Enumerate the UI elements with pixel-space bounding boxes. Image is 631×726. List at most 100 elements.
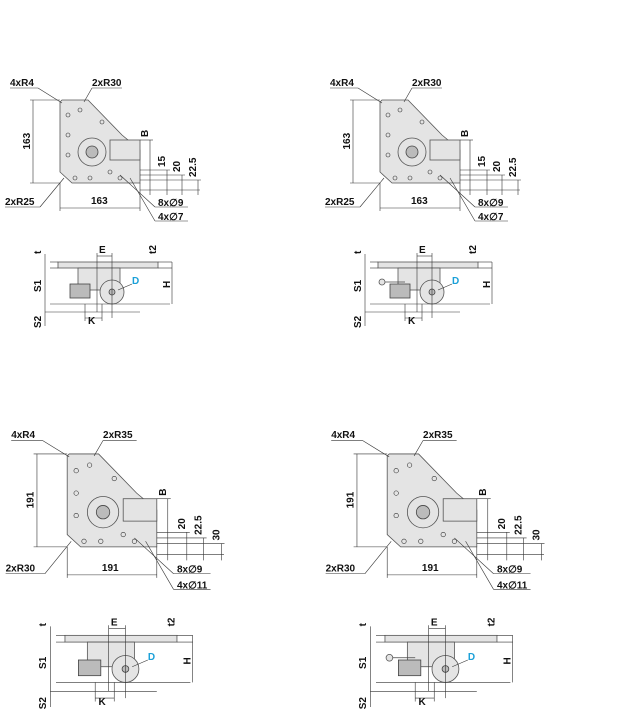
- mount-hole: [385, 132, 391, 138]
- mount-hole: [65, 152, 71, 158]
- mount-hole: [407, 462, 413, 468]
- dimension-label: 30: [532, 529, 543, 541]
- wheel-axle: [95, 505, 111, 520]
- dimension-label: 8x∅9: [478, 198, 504, 209]
- dimension-label: 20: [177, 518, 188, 530]
- dimension-label: 163: [91, 196, 108, 207]
- mount-hole: [81, 538, 87, 544]
- lower-block: [389, 283, 411, 299]
- dimension-label: S2: [38, 697, 49, 710]
- dimension-label: H: [162, 281, 173, 288]
- mount-hole: [72, 175, 78, 181]
- bracket: [122, 498, 158, 522]
- dimension-label: E: [419, 245, 426, 256]
- line: [437, 283, 453, 291]
- dimension-label: 4xR4: [10, 78, 34, 89]
- line: [83, 87, 93, 103]
- line: [403, 87, 413, 103]
- mount-hole: [392, 175, 398, 181]
- mount-hole: [393, 512, 399, 519]
- top-plate: [57, 261, 159, 269]
- dimension-label: B: [478, 488, 489, 495]
- dimension-label: D: [468, 652, 475, 663]
- wheel-axle: [85, 145, 99, 159]
- lower-block: [69, 283, 91, 299]
- mount-hole: [73, 468, 79, 474]
- dimension-label: B: [140, 130, 151, 137]
- dimension-label: 163: [342, 132, 353, 149]
- dimension-label: S1: [33, 279, 44, 292]
- dimension-label: E: [111, 617, 118, 628]
- dimension-label: 2xR25: [5, 197, 35, 208]
- line: [145, 541, 174, 590]
- wheel-axle: [415, 505, 431, 520]
- lower-block: [398, 659, 422, 677]
- mount-hole: [407, 175, 413, 181]
- dimension-label: 20: [497, 518, 508, 530]
- line: [362, 440, 390, 458]
- mount-hole: [397, 107, 403, 113]
- dimension-label: 2xR30: [92, 78, 122, 89]
- mount-hole: [73, 512, 79, 519]
- dimension-label: 15: [477, 155, 488, 167]
- line: [44, 541, 72, 574]
- bracket: [442, 498, 478, 522]
- dimension-label: t2: [167, 617, 178, 626]
- dimension-label: 4x∅7: [478, 212, 504, 223]
- dimension-label: 4x∅11: [177, 580, 208, 591]
- dimension-label: B: [460, 130, 471, 137]
- dimension-label: 2xR30: [412, 78, 442, 89]
- dimension-label: 15: [157, 155, 168, 167]
- top-plate: [64, 634, 178, 643]
- line: [413, 440, 424, 457]
- mount-hole: [440, 532, 446, 538]
- bracket: [429, 139, 461, 161]
- dimension-label: 4xR4: [11, 430, 35, 441]
- line: [39, 177, 65, 208]
- dimension-label: 8x∅9: [158, 198, 184, 209]
- mount-hole: [385, 112, 391, 118]
- mount-hole: [131, 538, 137, 544]
- lower-block: [78, 659, 102, 677]
- panel: 191 191 4xR4 2xR35 2xR30 B 20 22.5 30 8x∅9 4x∅11 t S…: [325, 430, 545, 709]
- mount-hole: [99, 119, 105, 125]
- line: [359, 177, 385, 208]
- dimension-label: S1: [358, 656, 369, 669]
- line: [465, 541, 494, 590]
- lever-knob: [385, 654, 394, 662]
- mount-hole: [419, 119, 425, 125]
- dimension-label: 2xR25: [325, 197, 355, 208]
- dimension-label: t: [358, 622, 369, 626]
- dimension-label: 22.5: [508, 157, 519, 177]
- dimension-label: 22.5: [188, 157, 199, 177]
- dimension-label: 4xR4: [331, 430, 355, 441]
- dimension-label: 22.5: [194, 515, 205, 535]
- panel: 163 163 4xR4 2xR30 2xR25 B 15 20 22.5 8x∅9 4x∅7 t S1…: [325, 78, 521, 328]
- dimension-label: 4xR4: [330, 78, 354, 89]
- line: [37, 87, 63, 104]
- mount-hole: [427, 169, 433, 175]
- dimension-label: 8x∅9: [497, 565, 523, 576]
- mount-hole: [117, 175, 123, 181]
- mount-hole: [111, 476, 117, 482]
- mount-hole: [401, 538, 407, 544]
- dimension-label: t: [33, 250, 44, 254]
- wheel-axle: [405, 145, 419, 159]
- dimension-label: S2: [353, 315, 364, 328]
- dimension-label: 2xR30: [6, 564, 36, 575]
- dimension-label: E: [99, 245, 106, 256]
- dimension-label: 2xR30: [326, 564, 356, 575]
- dimension-label: 163: [22, 132, 33, 149]
- mount-hole: [120, 532, 126, 538]
- dimension-label: 2xR35: [103, 430, 133, 441]
- panel: 163 163 4xR4 2xR30 2xR25 B 15 20 22.5 8x∅9 4x∅7 t S1…: [5, 78, 201, 328]
- line: [129, 177, 156, 222]
- mount-hole: [77, 107, 83, 113]
- mount-hole: [393, 490, 399, 496]
- line: [132, 659, 148, 667]
- dimension-label: D: [132, 276, 139, 287]
- dimension-label: H: [482, 281, 493, 288]
- dimension-label: t2: [148, 245, 159, 254]
- mount-hole: [73, 490, 79, 496]
